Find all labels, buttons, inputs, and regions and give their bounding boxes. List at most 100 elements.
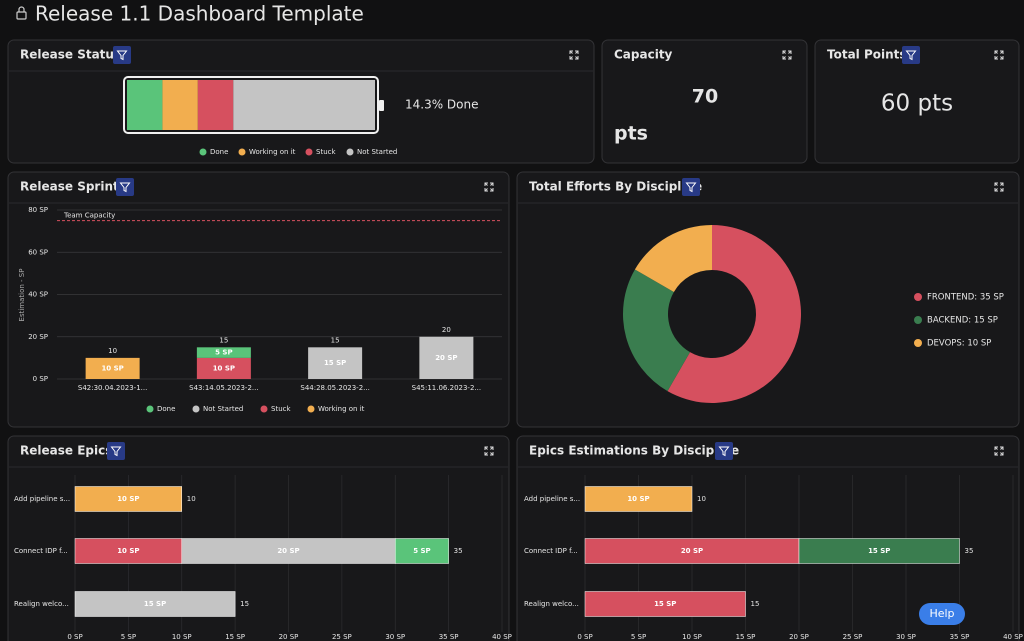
filter-button[interactable] [116,178,134,196]
battery-segment [233,80,375,130]
bar-segment [798,538,960,564]
y-tick-label: 60 SP [28,248,48,256]
bar-total-label: 15 [331,336,340,344]
panel-title: Release Epics [20,444,112,458]
legend-swatch [146,405,154,413]
bar-segment [196,347,251,358]
bar-total-label: 15 [240,600,249,608]
help-background[interactable] [919,603,965,625]
donut-slice [667,225,801,403]
legend-swatch [914,293,922,301]
bar-total-label: 10 [697,495,706,503]
x-tick-label: S43:14.05.2023-2... [189,384,258,392]
legend-swatch [914,316,922,324]
y-tick-label: 40 SP [28,291,48,299]
bar-value-label: 10 SP [117,495,139,503]
bar-value-label: 5 SP [215,349,232,357]
x-tick-label: 20 SP [789,633,809,641]
y-tick-label: 20 SP [28,333,48,341]
legend-label: BACKEND: 15 SP [927,316,998,326]
x-tick-label: S42:30.04.2023-1... [78,384,147,392]
legend-label: Working on it [249,148,296,156]
x-tick-label: 40 SP [1003,633,1023,641]
capacity-unit: pts [614,123,648,145]
y-tick-label: Realign welco... [524,600,579,608]
battery-segment [162,80,198,130]
y-tick-label: Add pipeline s... [14,495,70,503]
legend-swatch [307,405,315,413]
x-tick-label: 40 SP [492,633,512,641]
bar-total-label: 15 [751,600,760,608]
bar-segment [584,486,693,512]
bar-segment [196,357,251,379]
legend-swatch [199,148,207,156]
legend-label: FRONTEND: 35 SP [927,293,1004,303]
capacity-label: Team Capacity [63,212,115,220]
bar-segment [181,538,396,564]
legend-label: Stuck [316,148,336,156]
bar-segment [308,347,363,379]
filter-button[interactable] [682,178,700,196]
x-tick-label: S45:11.06.2023-2... [412,384,481,392]
filter-button[interactable] [107,442,125,460]
donut-slice [634,225,712,292]
filter-button[interactable] [113,46,131,64]
bar-segment [74,591,236,617]
x-tick-label: 30 SP [385,633,405,641]
y-tick-label: Connect IDP f... [14,547,68,555]
bar-segment [74,486,182,512]
bar-value-label: 5 SP [413,547,430,555]
legend-swatch [260,405,268,413]
bar-total-label: 10 [108,347,117,355]
y-tick-label: Connect IDP f... [524,547,578,555]
panel [814,39,1020,164]
legend-label: Not Started [203,405,243,413]
x-tick-label: 30 SP [896,633,916,641]
legend-swatch [914,339,922,347]
x-tick-label: 25 SP [843,633,863,641]
bar-value-label: 15 SP [868,547,890,555]
legend-label: Stuck [271,405,291,413]
y-axis-label: Estimation - SP [18,269,26,322]
legend-swatch [346,148,354,156]
filter-button[interactable] [715,442,733,460]
bar-value-label: 15 SP [144,600,166,608]
capacity-value: 70 [692,86,718,108]
legend-swatch [192,405,200,413]
bar-total-label: 35 [454,547,463,555]
legend-label: Done [157,405,175,413]
y-tick-label: 0 SP [33,375,48,383]
battery-frame [123,76,379,134]
y-tick-label: 80 SP [28,206,48,214]
bar-total-label: 35 [965,547,974,555]
bar-segment [85,357,140,379]
donut-slice [622,269,690,392]
legend-label: DEVOPS: 10 SP [927,339,991,349]
x-tick-label: 5 SP [631,633,646,641]
x-tick-label: 0 SP [577,633,592,641]
bar-total-label: 20 [442,326,451,334]
x-tick-label: S44:28.05.2023-2... [300,384,369,392]
help-button[interactable]: Help [919,603,965,625]
help-label[interactable]: Help [929,607,954,620]
filter-button[interactable] [902,46,920,64]
x-tick-label: 15 SP [736,633,756,641]
panel-title: Epics Estimations By Discipline [529,444,739,458]
x-tick-label: 10 SP [172,633,192,641]
bar-total-label: 15 [219,336,228,344]
panel-title: Capacity [614,48,673,62]
bar-value-label: 15 SP [324,359,346,367]
bar-segment [395,538,449,564]
panel [601,39,808,164]
page-title: Release 1.1 Dashboard Template [35,2,364,26]
bar-value-label: 10 SP [627,495,649,503]
panel-title: Total Points [827,48,907,62]
total-points-value: 60 pts [881,91,953,117]
legend-label: Done [210,148,228,156]
legend-swatch [305,148,313,156]
bar-value-label: 20 SP [681,547,703,555]
x-tick-label: 25 SP [332,633,352,641]
bar-segment [74,538,182,564]
